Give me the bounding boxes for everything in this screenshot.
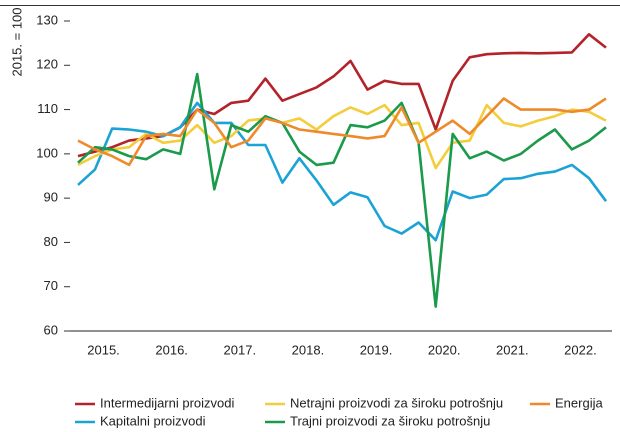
y-tick-label: 80 <box>44 234 58 249</box>
x-tick-label: 2022. <box>564 342 597 357</box>
x-tick-label: 2018. <box>292 342 325 357</box>
y-tick-label: 100 <box>36 145 58 160</box>
y-tick-label: 110 <box>37 101 58 116</box>
x-tick-label: 2019. <box>360 342 393 357</box>
x-tick-label: 2017. <box>224 342 257 357</box>
y-tick-label: 70 <box>44 278 58 293</box>
series-line <box>77 72 607 308</box>
x-tick-label: 2020. <box>428 342 461 357</box>
x-tick-label: 2021. <box>496 342 529 357</box>
series-line <box>77 97 607 167</box>
y-tick-label: 90 <box>44 190 58 205</box>
y-tick-label: 130 <box>36 12 58 27</box>
legend-label: Intermedijarni proizvodi <box>100 395 235 410</box>
x-tick-label: 2015. <box>87 342 120 357</box>
y-tick-label: 120 <box>36 57 58 72</box>
series-line <box>77 33 607 158</box>
y-axis-label: 2015. = 100 <box>9 7 24 76</box>
x-tick-label: 2016. <box>155 342 188 357</box>
series-line <box>77 103 607 170</box>
legend-label: Energija <box>555 395 603 410</box>
legend-label: Netrajni proizvodi za široku potrošnju <box>290 395 503 410</box>
y-tick-label: 60 <box>44 322 58 337</box>
legend-label: Trajni proizvodi za široku potrošnju <box>290 413 490 428</box>
legend-label: Kapitalni proizvodi <box>100 413 206 428</box>
